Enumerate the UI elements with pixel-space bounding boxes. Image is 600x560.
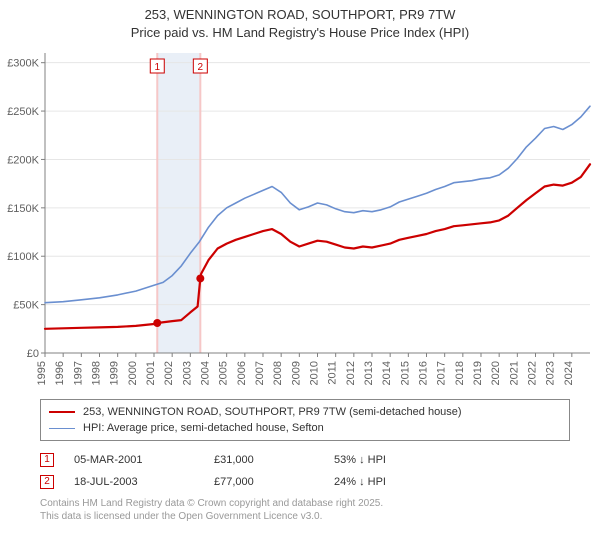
svg-text:2019: 2019: [472, 361, 484, 385]
svg-text:£300K: £300K: [7, 58, 39, 70]
svg-text:2010: 2010: [309, 361, 321, 385]
svg-text:2008: 2008: [272, 361, 284, 385]
svg-text:1998: 1998: [91, 361, 103, 385]
svg-text:£0: £0: [27, 348, 39, 360]
legend-label: 253, WENNINGTON ROAD, SOUTHPORT, PR9 7TW…: [83, 406, 462, 418]
title-line-2: Price paid vs. HM Land Registry's House …: [0, 24, 600, 42]
svg-text:£100K: £100K: [7, 251, 39, 263]
title-line-1: 253, WENNINGTON ROAD, SOUTHPORT, PR9 7TW: [0, 6, 600, 24]
sale-row: 1 05-MAR-2001 £31,000 53% ↓ HPI: [40, 449, 570, 471]
footer-line-1: Contains HM Land Registry data © Crown c…: [40, 497, 570, 510]
svg-text:£50K: £50K: [13, 300, 39, 312]
sale-delta: 53% ↓ HPI: [334, 454, 570, 466]
svg-text:2018: 2018: [454, 361, 466, 385]
svg-text:2: 2: [198, 62, 204, 73]
svg-text:2017: 2017: [436, 361, 448, 385]
svg-text:2022: 2022: [527, 361, 539, 385]
svg-text:2007: 2007: [254, 361, 266, 385]
svg-text:1: 1: [154, 62, 160, 73]
svg-text:2001: 2001: [145, 361, 157, 385]
svg-text:2013: 2013: [363, 361, 375, 385]
legend-swatch: [49, 428, 75, 429]
svg-text:2004: 2004: [200, 361, 212, 385]
line-chart: £0 £50K £100K £150K £200K £250K £300K 1995 1996 1…: [0, 43, 600, 393]
legend: 253, WENNINGTON ROAD, SOUTHPORT, PR9 7TW…: [40, 399, 570, 441]
footer-line-2: This data is licensed under the Open Gov…: [40, 510, 570, 523]
sale-date: 05-MAR-2001: [74, 454, 194, 466]
sales-table: 1 05-MAR-2001 £31,000 53% ↓ HPI 2 18-JUL…: [40, 449, 570, 493]
svg-text:2009: 2009: [290, 361, 302, 385]
sale-marker-icon: 2: [40, 475, 54, 489]
chart-title: 253, WENNINGTON ROAD, SOUTHPORT, PR9 7TW…: [0, 0, 600, 43]
svg-text:1999: 1999: [109, 361, 121, 385]
svg-text:2016: 2016: [418, 361, 430, 385]
svg-text:1996: 1996: [54, 361, 66, 385]
svg-text:2021: 2021: [508, 361, 520, 385]
sale-price: £77,000: [214, 476, 314, 488]
chart-area: £0 £50K £100K £150K £200K £250K £300K 1995 1996 1…: [0, 43, 600, 393]
svg-text:£200K: £200K: [7, 155, 39, 167]
svg-text:2015: 2015: [399, 361, 411, 385]
svg-text:2005: 2005: [218, 361, 230, 385]
sale-date: 18-JUL-2003: [74, 476, 194, 488]
svg-text:2020: 2020: [490, 361, 502, 385]
legend-item: HPI: Average price, semi-detached house,…: [49, 420, 561, 436]
svg-text:2000: 2000: [127, 361, 139, 385]
attribution-footer: Contains HM Land Registry data © Crown c…: [40, 497, 570, 523]
svg-text:1995: 1995: [36, 361, 48, 385]
legend-label: HPI: Average price, semi-detached house,…: [83, 422, 324, 434]
sale-marker-icon: 1: [40, 453, 54, 467]
svg-text:2003: 2003: [181, 361, 193, 385]
legend-item: 253, WENNINGTON ROAD, SOUTHPORT, PR9 7TW…: [49, 404, 561, 420]
sale-row: 2 18-JUL-2003 £77,000 24% ↓ HPI: [40, 471, 570, 493]
sale-price: £31,000: [214, 454, 314, 466]
svg-text:£150K: £150K: [7, 203, 39, 215]
svg-text:2014: 2014: [381, 361, 393, 385]
svg-text:2023: 2023: [545, 361, 557, 385]
legend-swatch: [49, 411, 75, 413]
svg-text:2011: 2011: [327, 361, 339, 385]
svg-text:£250K: £250K: [7, 106, 39, 118]
svg-text:2012: 2012: [345, 361, 357, 385]
svg-text:1997: 1997: [72, 361, 84, 385]
svg-text:2024: 2024: [563, 361, 575, 385]
svg-text:2006: 2006: [236, 361, 248, 385]
sale-delta: 24% ↓ HPI: [334, 476, 570, 488]
svg-text:2002: 2002: [163, 361, 175, 385]
